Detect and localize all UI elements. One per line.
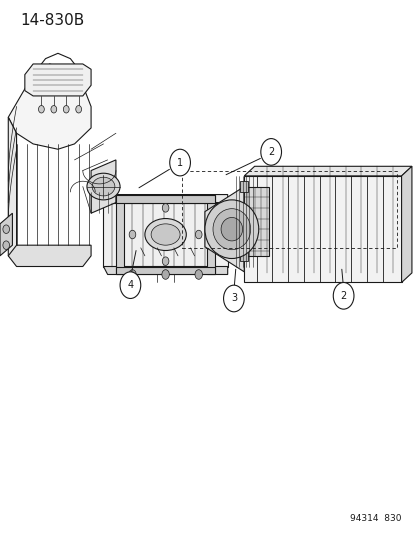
Circle shape (3, 225, 9, 233)
Circle shape (162, 204, 169, 212)
Polygon shape (244, 166, 411, 176)
Polygon shape (116, 195, 215, 203)
Circle shape (51, 106, 57, 113)
Polygon shape (25, 64, 91, 96)
Circle shape (129, 230, 135, 239)
Circle shape (38, 106, 44, 113)
Circle shape (63, 106, 69, 113)
Circle shape (76, 106, 81, 113)
Circle shape (260, 139, 281, 165)
Ellipse shape (221, 217, 242, 241)
Text: 2: 2 (267, 147, 274, 157)
Polygon shape (206, 195, 215, 274)
Polygon shape (103, 195, 227, 203)
Circle shape (3, 241, 9, 249)
Text: 94314  830: 94314 830 (349, 514, 401, 523)
Polygon shape (204, 187, 244, 272)
Polygon shape (240, 251, 248, 261)
Polygon shape (116, 195, 124, 274)
Polygon shape (244, 187, 268, 256)
Polygon shape (103, 203, 227, 266)
Text: 1: 1 (177, 158, 183, 167)
Circle shape (332, 282, 353, 309)
Ellipse shape (145, 219, 186, 251)
Circle shape (169, 149, 190, 176)
Circle shape (195, 270, 202, 279)
Polygon shape (244, 176, 401, 282)
Circle shape (128, 270, 136, 279)
Ellipse shape (92, 177, 115, 196)
Text: 4: 4 (127, 280, 133, 290)
Polygon shape (401, 166, 411, 282)
Text: 3: 3 (230, 294, 236, 303)
Circle shape (120, 272, 140, 298)
Circle shape (162, 257, 169, 265)
Polygon shape (240, 181, 248, 192)
Ellipse shape (151, 224, 180, 245)
Circle shape (195, 230, 202, 239)
Text: 2: 2 (339, 291, 346, 301)
Circle shape (223, 285, 244, 312)
Polygon shape (8, 64, 91, 149)
Text: 14-830B: 14-830B (21, 13, 85, 28)
Polygon shape (8, 245, 91, 266)
Polygon shape (0, 213, 12, 256)
Ellipse shape (212, 208, 250, 249)
Polygon shape (103, 266, 227, 274)
Ellipse shape (87, 173, 120, 200)
Polygon shape (116, 266, 215, 274)
Polygon shape (8, 117, 17, 256)
Ellipse shape (204, 200, 258, 259)
Polygon shape (91, 160, 116, 213)
Circle shape (161, 270, 169, 279)
